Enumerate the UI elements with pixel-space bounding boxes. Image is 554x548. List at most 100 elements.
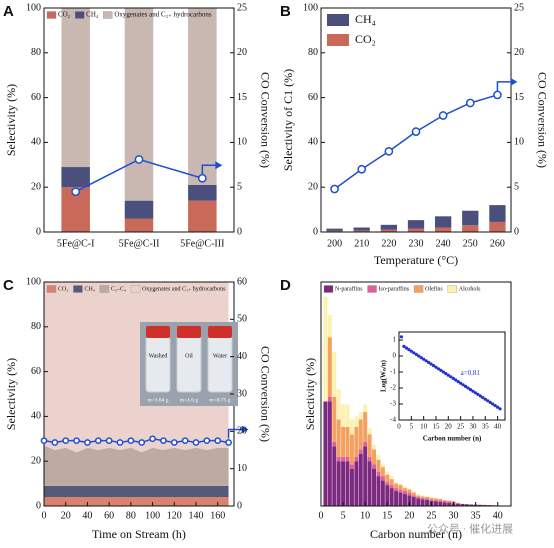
x-tick-label: 250 <box>463 238 478 249</box>
area <box>44 445 229 486</box>
y-axis-label: Selectivity (%) <box>303 358 317 430</box>
y2-tick-label: 10 <box>237 137 247 148</box>
y-tick-label: -4 <box>390 416 396 424</box>
legend-swatch <box>75 11 85 19</box>
watermark: 公众号 · 催化进展 <box>427 522 513 536</box>
y2-tick-label: 10 <box>237 463 247 474</box>
mass-label: m=0.75 g <box>209 397 230 403</box>
panel-letter: D <box>280 277 291 294</box>
bar-segment <box>61 167 90 188</box>
plot-frame <box>43 7 235 233</box>
y-tick-label: 0 <box>36 226 41 237</box>
bar-segment <box>425 497 430 499</box>
plot-frame <box>320 281 512 507</box>
point <box>417 354 421 358</box>
y2-tick-label: 20 <box>514 47 524 58</box>
line-marker <box>465 98 475 108</box>
bar-segment <box>442 502 447 506</box>
y-tick-label: 20 <box>31 455 41 466</box>
y2-tick-label: 25 <box>514 2 524 13</box>
bottle <box>207 335 233 393</box>
line-marker <box>62 437 70 445</box>
line-marker <box>384 147 394 156</box>
y2-tick-label: 0 <box>237 226 242 237</box>
bar-segment <box>407 220 425 229</box>
y2-tick-label: 50 <box>237 314 247 325</box>
y-tick-label: -1 <box>390 368 396 376</box>
bar-segment <box>469 504 474 506</box>
y-tick-label: 40 <box>308 137 318 148</box>
y-tick-label: 40 <box>31 411 41 422</box>
x-tick-label: 240 <box>436 238 451 249</box>
bar-segment <box>323 401 328 506</box>
y2-tick-label: 30 <box>237 388 247 399</box>
bar-segment <box>372 468 377 506</box>
point <box>412 351 416 355</box>
bar-segment <box>489 205 506 222</box>
bar-segment <box>188 200 217 232</box>
annotation: a=0.81 <box>461 369 481 377</box>
bar-segment <box>433 501 438 506</box>
point <box>444 372 448 376</box>
x-tick-label: 120 <box>167 510 182 521</box>
bar-segment <box>389 476 394 480</box>
bar-segment <box>394 488 399 492</box>
line-marker <box>214 437 222 445</box>
y2-tick-label: 5 <box>237 181 242 192</box>
bar-segment <box>363 446 368 506</box>
x-tick-label: 140 <box>189 510 204 521</box>
bar-segment <box>447 501 452 504</box>
x-tick-label: 25 <box>426 510 436 521</box>
bar-segment <box>124 8 154 201</box>
y2-tick-label: 0 <box>237 500 242 511</box>
plot-frame <box>320 7 512 233</box>
legend-label: CO₂ <box>58 286 68 292</box>
panel-letter: A <box>3 3 14 20</box>
line-marker <box>94 437 102 445</box>
bar-segment <box>429 497 434 500</box>
point <box>466 386 470 390</box>
y-tick-label: 100 <box>26 2 41 13</box>
line-marker <box>181 437 189 445</box>
bar-segment <box>478 504 483 506</box>
bar-segment <box>353 230 370 232</box>
bar-segment <box>389 479 394 486</box>
x-axis-label: Carbon number (n) <box>423 435 482 443</box>
x-tick-label: 10 <box>360 510 370 521</box>
bar-segment <box>367 461 372 506</box>
bar-segment <box>124 218 154 232</box>
bar-segment <box>438 498 443 499</box>
bar-segment <box>420 495 425 497</box>
x-tick-label: 80 <box>126 510 136 521</box>
bar-segment <box>385 482 390 486</box>
line-marker <box>40 437 48 445</box>
bar-segment <box>358 419 363 450</box>
x-tick-label: 15 <box>432 423 440 431</box>
bar-segment <box>336 461 341 506</box>
x-tick-label: 60 <box>104 510 114 521</box>
x-tick-label: 35 <box>471 510 481 521</box>
line-marker <box>51 439 59 446</box>
line-marker <box>493 90 502 100</box>
bar-segment <box>411 492 416 496</box>
line-marker <box>116 439 124 446</box>
point <box>446 373 450 377</box>
line-marker <box>197 173 207 183</box>
x-tick-label: 10 <box>420 423 428 431</box>
y-axis-label: Log(Wₙ/n) <box>380 359 388 392</box>
bar-segment <box>353 227 370 231</box>
bar-segment <box>389 488 394 506</box>
x-tick-label: 160 <box>210 510 225 521</box>
x-tick-label: 230 <box>409 238 424 249</box>
bar-segment <box>358 453 363 506</box>
x-axis-label: Time on Stream (h) <box>92 527 186 541</box>
point <box>449 375 453 379</box>
legend-swatch <box>99 285 110 293</box>
x-tick-label: 20 <box>61 510 71 521</box>
y-tick-label: 60 <box>31 92 41 103</box>
point <box>419 356 423 360</box>
bar-segment <box>341 456 346 462</box>
bar-segment <box>438 501 443 506</box>
x-tick-label: 30 <box>469 423 477 431</box>
bar-segment <box>411 497 416 506</box>
